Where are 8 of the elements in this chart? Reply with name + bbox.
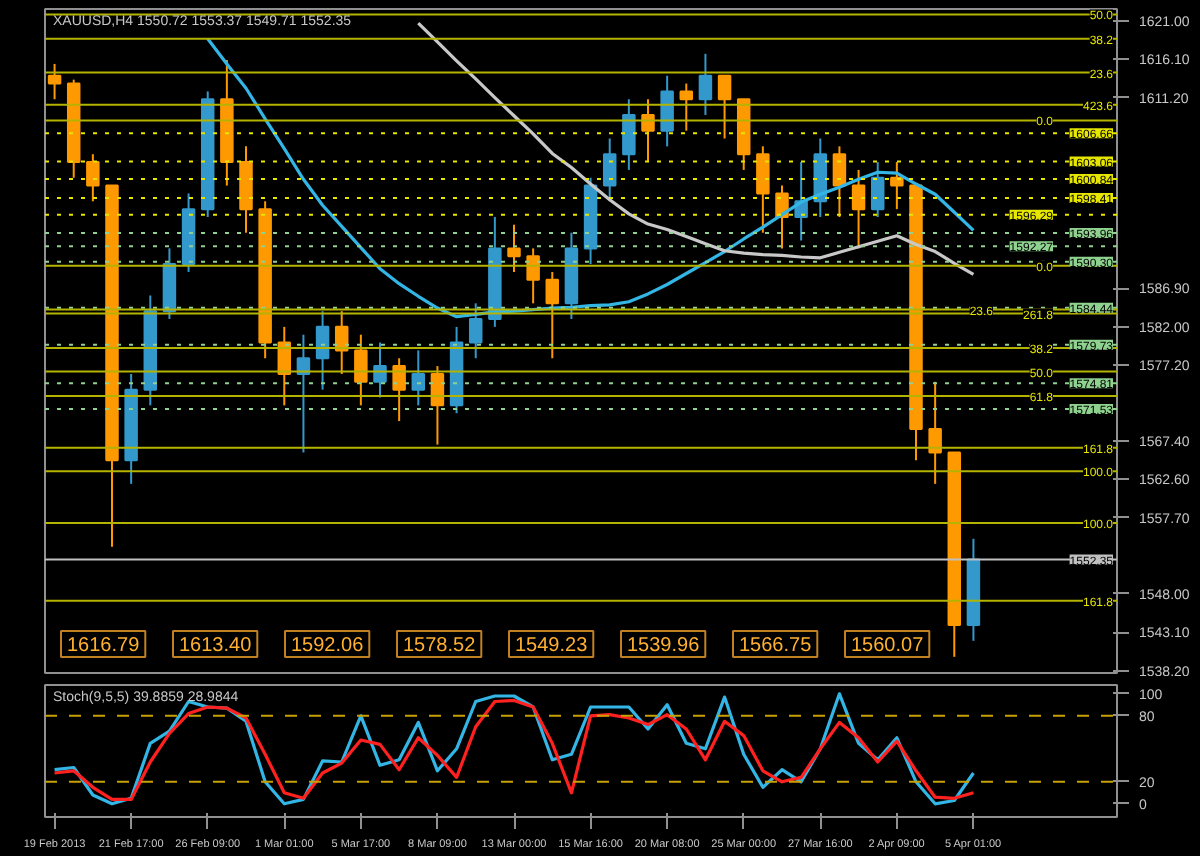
annotation: 1613.40 (179, 635, 253, 657)
annotation: 1592.06 (291, 635, 365, 657)
annotation: 1539.96 (627, 635, 701, 657)
annotation: 1549.23 (515, 635, 589, 657)
annotation: 1560.07 (851, 635, 925, 657)
annotation: 1616.79 (67, 635, 141, 657)
annotation: 1578.52 (403, 635, 477, 657)
annotation: 1566.75 (739, 635, 813, 657)
